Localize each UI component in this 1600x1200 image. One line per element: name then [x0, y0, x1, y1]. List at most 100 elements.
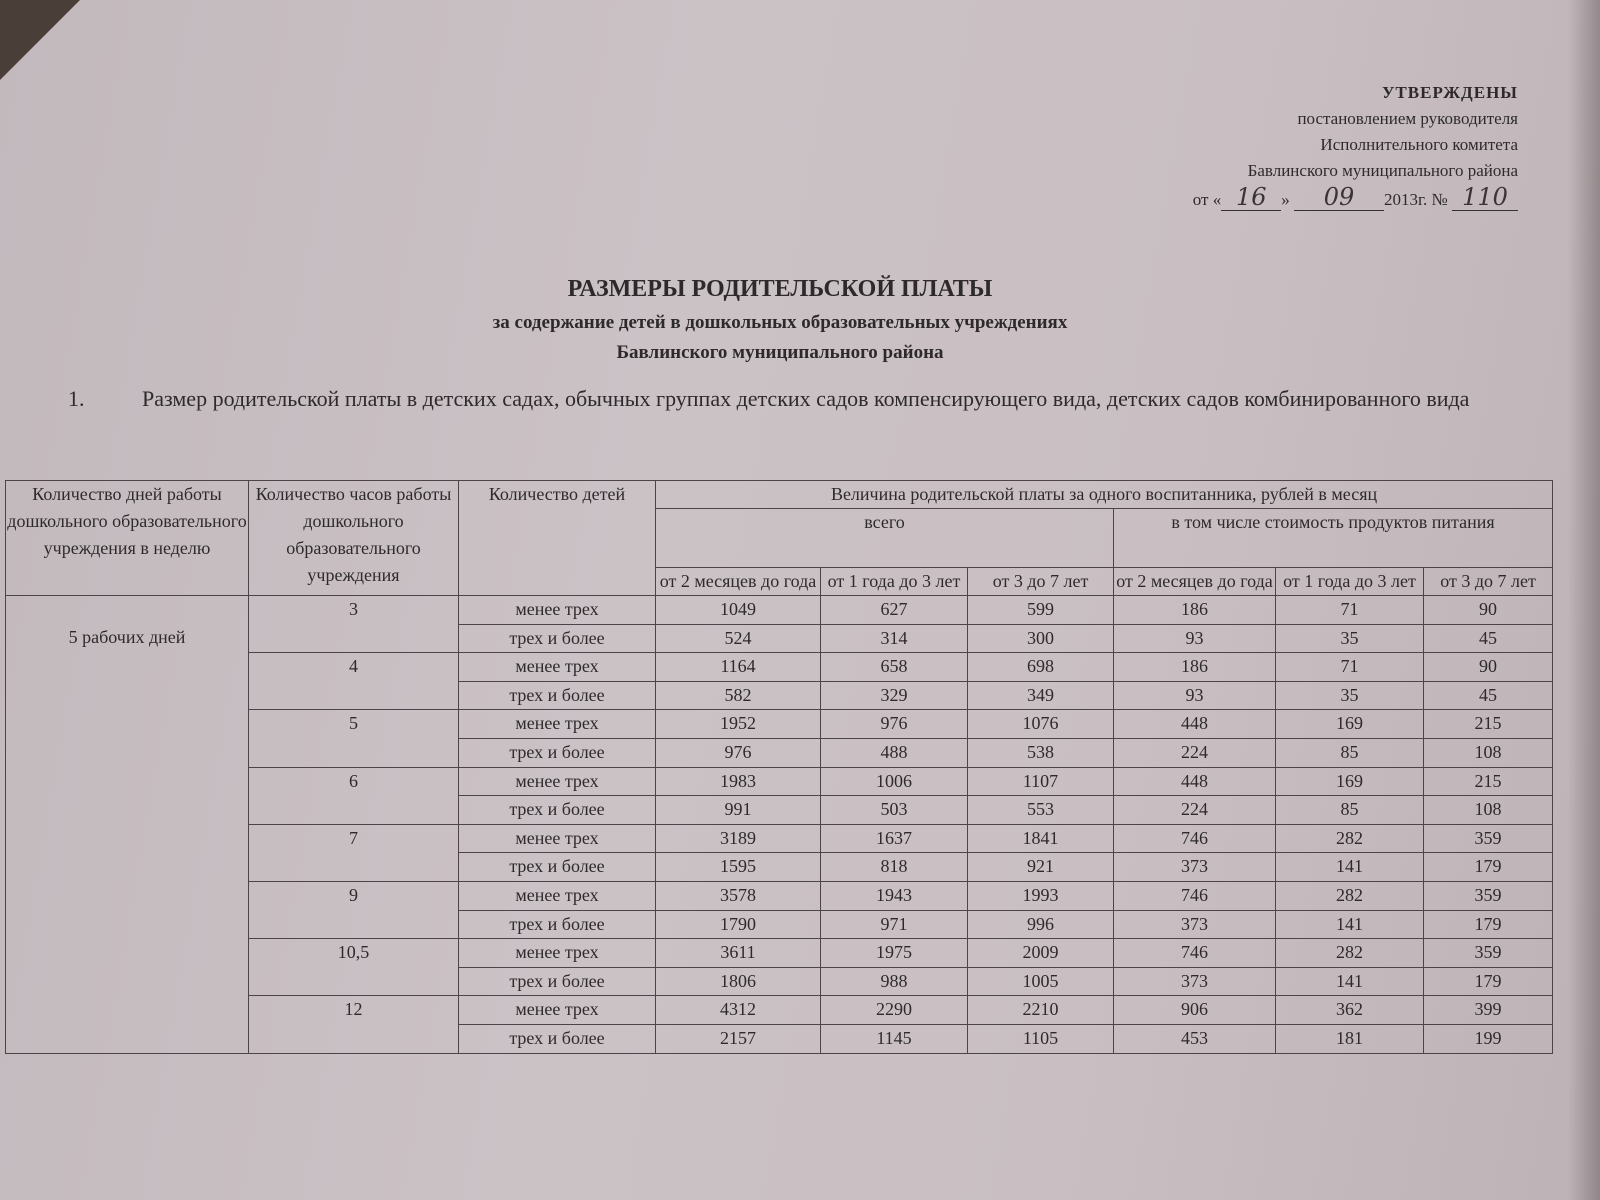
children-count-cell: менее трех — [458, 766, 656, 797]
page-edge-shadow — [1568, 0, 1600, 1200]
food-age3-cell: 359 — [1422, 823, 1554, 854]
section-number: 1. — [68, 386, 85, 411]
fee-table: Количество дней работы дошкольного образ… — [5, 480, 1554, 1054]
section-text: Размер родительской платы в детских сада… — [142, 386, 1470, 411]
fee-age3-cell: 1107 — [967, 766, 1114, 797]
fee-age2-cell: 1943 — [820, 880, 968, 911]
date-month: 09 — [1293, 184, 1384, 211]
fee-age3-cell: 300 — [967, 623, 1114, 654]
fee-age1-cell: 1049 — [655, 595, 821, 625]
food-age2-cell: 35 — [1275, 680, 1424, 711]
fee-age2-cell: 1975 — [820, 938, 968, 968]
document-title: РАЗМЕРЫ РОДИТЕЛЬСКОЙ ПЛАТЫ — [567, 276, 993, 302]
fee-age3-cell: 349 — [967, 680, 1114, 711]
food-age1-cell: 373 — [1113, 909, 1276, 940]
food-age2-cell: 85 — [1275, 737, 1424, 768]
table-row: трех и более 1790 971 996 373 141 179 — [6, 909, 1554, 940]
food-age3-cell: 179 — [1422, 852, 1554, 882]
food-age3-cell: 399 — [1422, 995, 1554, 1025]
fee-age3-cell: 2210 — [967, 995, 1114, 1025]
header-food-age: от 1 года до 3 лет — [1275, 567, 1424, 596]
header-fee: Величина родительской платы за одного во… — [654, 480, 1554, 509]
table-row: 6 менее трех 1983 1006 1107 448 169 215 — [6, 766, 1554, 825]
date-year: 2013г. № — [1383, 190, 1448, 209]
approval-date: от «16» 09 2013г. № 110 — [1193, 184, 1518, 213]
children-count-cell: трех и более — [458, 852, 656, 882]
fee-age1-cell: 582 — [655, 680, 821, 711]
approval-block: УТВЕРЖДЕНЫ постановлением руководителя И… — [1193, 80, 1518, 213]
table-row: 10,5 менее трех 3611 1975 2009 746 282 359 — [6, 938, 1554, 997]
hours-cell: 12 — [248, 995, 459, 1054]
fee-age2-cell: 503 — [820, 795, 968, 825]
fee-age1-cell: 4312 — [655, 995, 821, 1025]
children-count-cell: трех и более — [458, 737, 656, 768]
children-count-cell: трех и более — [458, 680, 656, 711]
fee-age3-cell: 1076 — [967, 709, 1114, 739]
table-row: трех и более 2157 1145 1105 453 181 199 — [6, 1023, 1554, 1054]
fee-age3-cell: 599 — [967, 595, 1114, 625]
approval-line: постановлением руководителя — [1297, 109, 1518, 128]
hours-cell: 10,5 — [248, 938, 459, 997]
food-age1-cell: 448 — [1113, 766, 1276, 797]
food-age2-cell: 35 — [1275, 623, 1424, 654]
fee-age3-cell: 2009 — [967, 938, 1114, 968]
table-row: 5 рабочих дней 3 менее трех 1049 627 599 186 71… — [5, 594, 1554, 1054]
fee-age2-cell: 314 — [820, 623, 968, 654]
food-age2-cell: 71 — [1275, 652, 1424, 682]
fee-age1-cell: 3189 — [655, 823, 821, 854]
food-age1-cell: 373 — [1113, 966, 1276, 997]
fee-age3-cell: 698 — [967, 652, 1114, 682]
food-age2-cell: 282 — [1275, 938, 1424, 968]
fee-age2-cell: 818 — [820, 852, 968, 882]
hours-cell: 7 — [248, 823, 459, 882]
food-age1-cell: 906 — [1113, 995, 1276, 1025]
fee-age1-cell: 1806 — [655, 966, 821, 997]
food-age1-cell: 93 — [1113, 623, 1276, 654]
food-age1-cell: 186 — [1113, 652, 1276, 682]
food-age2-cell: 169 — [1275, 766, 1424, 797]
document-subtitle: Бавлинского муниципального района — [616, 342, 944, 363]
food-age2-cell: 85 — [1275, 795, 1424, 825]
fee-age1-cell: 524 — [655, 623, 821, 654]
table-row: 9 менее трех 3578 1943 1993 746 282 359 — [6, 880, 1554, 940]
date-prefix: от « — [1192, 190, 1222, 209]
children-count-cell: менее трех — [458, 995, 656, 1025]
children-count-cell: менее трех — [458, 595, 656, 625]
table-row: 5 менее трех 1952 976 1076 448 169 215 — [6, 709, 1554, 768]
fee-age2-cell: 988 — [820, 966, 968, 997]
fee-age2-cell: 971 — [820, 909, 968, 940]
header-food-age: от 3 до 7 лет — [1422, 567, 1554, 596]
children-count-cell: менее трех — [458, 709, 656, 739]
header-total: всего — [655, 508, 1114, 568]
food-age3-cell: 90 — [1422, 595, 1554, 625]
fee-age3-cell: 1105 — [967, 1023, 1114, 1054]
header-children: Количество детей — [458, 480, 656, 596]
fee-age2-cell: 329 — [820, 680, 968, 711]
fee-age1-cell: 1164 — [655, 652, 821, 682]
food-age2-cell: 282 — [1275, 823, 1424, 854]
fee-age2-cell: 488 — [820, 737, 968, 768]
food-age3-cell: 179 — [1422, 909, 1554, 940]
fee-age3-cell: 996 — [967, 909, 1114, 940]
fee-age1-cell: 2157 — [655, 1023, 821, 1054]
children-count-cell: трех и более — [458, 909, 656, 940]
fee-age2-cell: 976 — [820, 709, 968, 739]
children-count-cell: трех и более — [458, 1023, 656, 1054]
fee-age1-cell: 1595 — [655, 852, 821, 882]
fee-age2-cell: 627 — [820, 595, 968, 625]
children-count-cell: менее трех — [458, 652, 656, 682]
section-paragraph: 1. Размер родительской платы в детских са… — [8, 384, 1538, 414]
food-age3-cell: 215 — [1422, 766, 1554, 797]
children-count-cell: менее трех — [458, 823, 656, 854]
children-count-cell: трех и более — [458, 795, 656, 825]
food-age3-cell: 45 — [1422, 623, 1554, 654]
food-age3-cell: 215 — [1422, 709, 1554, 739]
document-subtitle: за содержание детей в дошкольных образов… — [492, 312, 1068, 333]
fee-age3-cell: 1005 — [967, 966, 1114, 997]
approval-line: Бавлинского муниципального района — [1247, 161, 1518, 180]
fee-age3-cell: 553 — [967, 795, 1114, 825]
food-age3-cell: 45 — [1422, 680, 1554, 711]
food-age2-cell: 71 — [1275, 595, 1424, 625]
fee-age1-cell: 991 — [655, 795, 821, 825]
food-age3-cell: 179 — [1422, 966, 1554, 997]
